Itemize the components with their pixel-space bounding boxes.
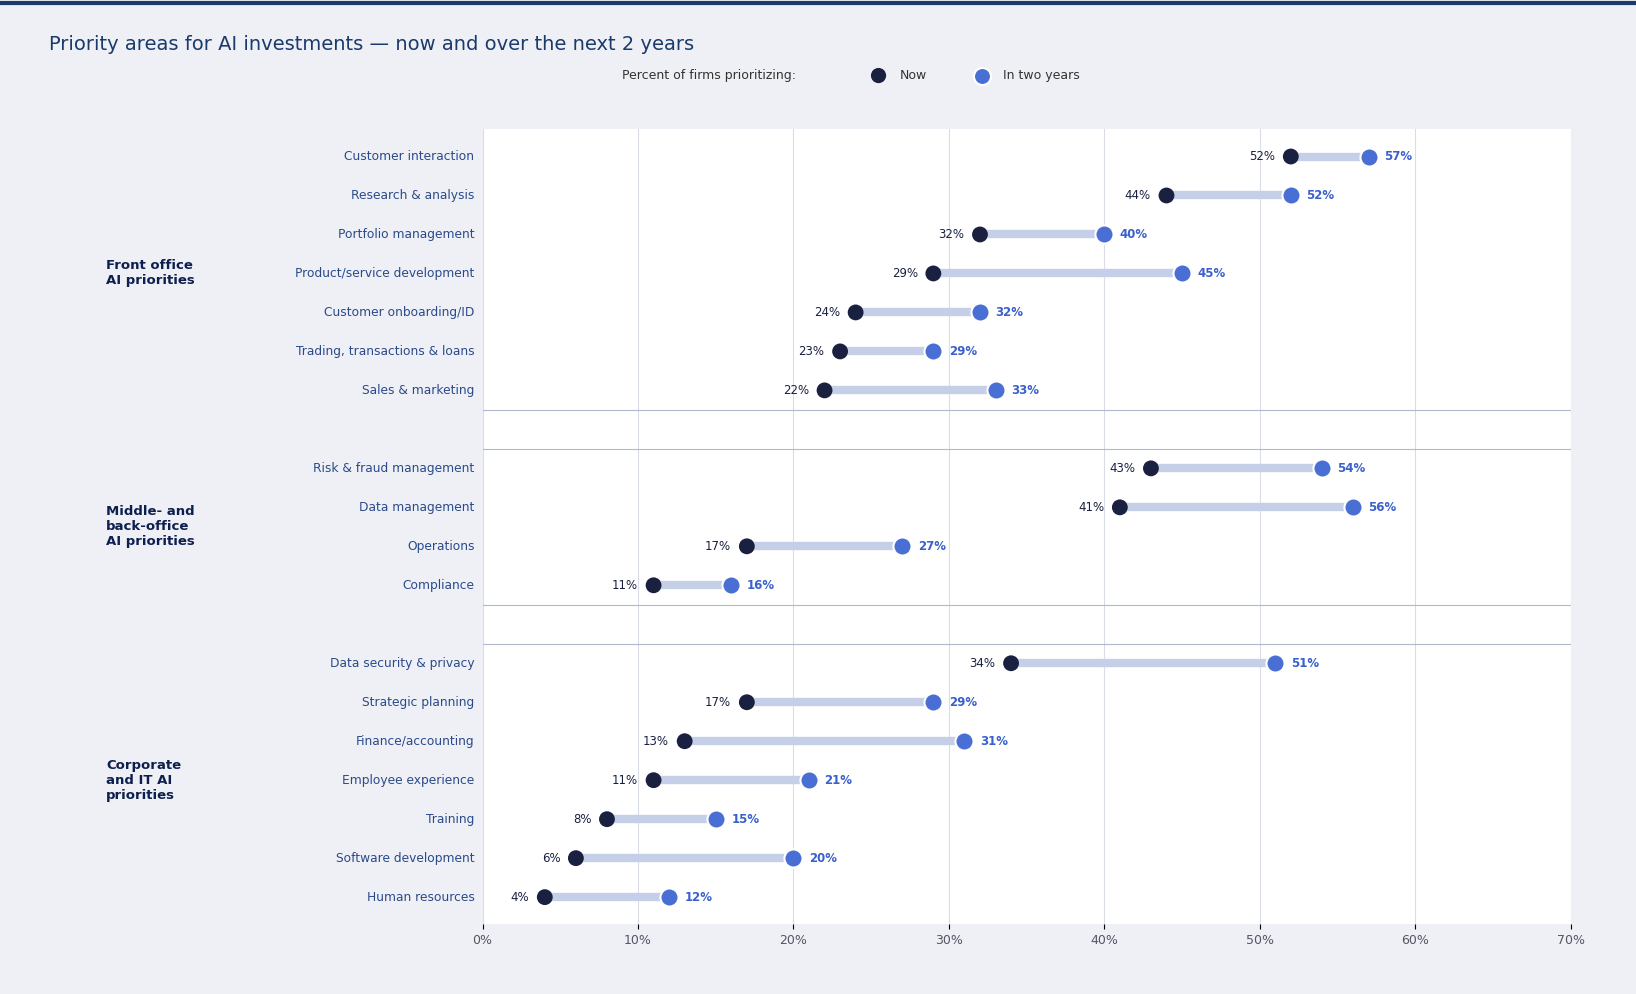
Text: Middle- and
back-office
AI priorities: Middle- and back-office AI priorities bbox=[106, 505, 195, 549]
Text: 43%: 43% bbox=[1109, 462, 1135, 475]
Text: Human resources: Human resources bbox=[366, 891, 474, 904]
Text: Data security & privacy: Data security & privacy bbox=[330, 657, 474, 670]
Text: 45%: 45% bbox=[1198, 267, 1225, 280]
Text: Research & analysis: Research & analysis bbox=[352, 189, 474, 202]
Text: 33%: 33% bbox=[1011, 384, 1039, 397]
Text: 21%: 21% bbox=[825, 773, 852, 786]
Text: Compliance: Compliance bbox=[402, 579, 474, 591]
Text: 52%: 52% bbox=[1306, 189, 1335, 202]
Point bbox=[969, 68, 995, 83]
Point bbox=[780, 850, 807, 866]
Point bbox=[826, 344, 854, 360]
Text: 15%: 15% bbox=[731, 813, 759, 826]
Text: 11%: 11% bbox=[612, 773, 638, 786]
Text: Portfolio management: Portfolio management bbox=[337, 228, 474, 241]
Text: Operations: Operations bbox=[407, 540, 474, 553]
Point bbox=[1278, 188, 1304, 204]
Text: Corporate
and IT AI
priorities: Corporate and IT AI priorities bbox=[106, 758, 182, 802]
Text: 20%: 20% bbox=[808, 852, 838, 865]
Point bbox=[890, 539, 916, 555]
Text: Now: Now bbox=[900, 69, 928, 83]
Point bbox=[1263, 655, 1289, 671]
Text: 29%: 29% bbox=[949, 345, 977, 358]
Point bbox=[1309, 460, 1335, 476]
Text: In two years: In two years bbox=[1003, 69, 1080, 83]
Text: Sales & marketing: Sales & marketing bbox=[362, 384, 474, 397]
Text: 51%: 51% bbox=[1291, 657, 1319, 670]
Text: Front office
AI priorities: Front office AI priorities bbox=[106, 259, 195, 287]
Text: 32%: 32% bbox=[995, 306, 1024, 319]
Text: 29%: 29% bbox=[892, 267, 918, 280]
Text: 56%: 56% bbox=[1368, 501, 1397, 514]
Text: Customer interaction: Customer interaction bbox=[345, 150, 474, 163]
Point bbox=[967, 304, 993, 320]
Text: 8%: 8% bbox=[573, 813, 592, 826]
Point bbox=[594, 811, 620, 827]
Text: Data management: Data management bbox=[358, 501, 474, 514]
Point bbox=[1355, 148, 1381, 164]
Text: Strategic planning: Strategic planning bbox=[362, 696, 474, 709]
Text: Percent of firms prioritizing:: Percent of firms prioritizing: bbox=[622, 69, 795, 83]
Text: 57%: 57% bbox=[1384, 150, 1412, 163]
Text: Risk & fraud management: Risk & fraud management bbox=[312, 462, 474, 475]
Point bbox=[919, 265, 946, 281]
Point bbox=[1106, 499, 1132, 515]
Point bbox=[640, 578, 666, 593]
Text: 17%: 17% bbox=[705, 696, 731, 709]
Point bbox=[982, 383, 1008, 399]
Text: 54%: 54% bbox=[1337, 462, 1366, 475]
Text: 23%: 23% bbox=[798, 345, 825, 358]
Text: 40%: 40% bbox=[1119, 228, 1148, 241]
Text: 31%: 31% bbox=[980, 735, 1008, 747]
Point bbox=[718, 578, 744, 593]
Text: Training: Training bbox=[425, 813, 474, 826]
Text: 12%: 12% bbox=[684, 891, 713, 904]
Point bbox=[1153, 188, 1180, 204]
Point bbox=[1137, 460, 1163, 476]
Point bbox=[919, 694, 946, 710]
Text: 22%: 22% bbox=[784, 384, 808, 397]
Text: 34%: 34% bbox=[970, 657, 995, 670]
Point bbox=[865, 68, 892, 83]
Point bbox=[919, 344, 946, 360]
Point bbox=[1278, 148, 1304, 164]
Text: Trading, transactions & loans: Trading, transactions & loans bbox=[296, 345, 474, 358]
Point bbox=[795, 772, 821, 788]
Text: 4%: 4% bbox=[510, 891, 530, 904]
Text: 6%: 6% bbox=[542, 852, 560, 865]
Text: Software development: Software development bbox=[335, 852, 474, 865]
Point bbox=[952, 734, 978, 749]
Text: 16%: 16% bbox=[746, 579, 775, 591]
Point bbox=[1340, 499, 1366, 515]
Point bbox=[703, 811, 730, 827]
Point bbox=[811, 383, 838, 399]
Point bbox=[843, 304, 869, 320]
Text: 29%: 29% bbox=[949, 696, 977, 709]
Point bbox=[671, 734, 697, 749]
Point bbox=[733, 539, 759, 555]
Point bbox=[640, 772, 666, 788]
Text: 52%: 52% bbox=[1250, 150, 1276, 163]
Point bbox=[1168, 265, 1194, 281]
Text: Product/service development: Product/service development bbox=[294, 267, 474, 280]
Point bbox=[1091, 227, 1117, 243]
Text: Employee experience: Employee experience bbox=[342, 773, 474, 786]
Text: 27%: 27% bbox=[918, 540, 946, 553]
Point bbox=[656, 890, 682, 906]
Point bbox=[967, 227, 993, 243]
Text: Customer onboarding/ID: Customer onboarding/ID bbox=[324, 306, 474, 319]
Point bbox=[733, 694, 759, 710]
Point bbox=[563, 850, 589, 866]
Text: 32%: 32% bbox=[939, 228, 965, 241]
Text: 41%: 41% bbox=[1078, 501, 1104, 514]
Text: 44%: 44% bbox=[1126, 189, 1150, 202]
Text: 17%: 17% bbox=[705, 540, 731, 553]
Point bbox=[532, 890, 558, 906]
Text: 11%: 11% bbox=[612, 579, 638, 591]
Text: Priority areas for AI investments — now and over the next 2 years: Priority areas for AI investments — now … bbox=[49, 35, 694, 54]
Point bbox=[998, 655, 1024, 671]
Text: Finance/accounting: Finance/accounting bbox=[355, 735, 474, 747]
Text: 13%: 13% bbox=[643, 735, 669, 747]
Text: 24%: 24% bbox=[815, 306, 841, 319]
